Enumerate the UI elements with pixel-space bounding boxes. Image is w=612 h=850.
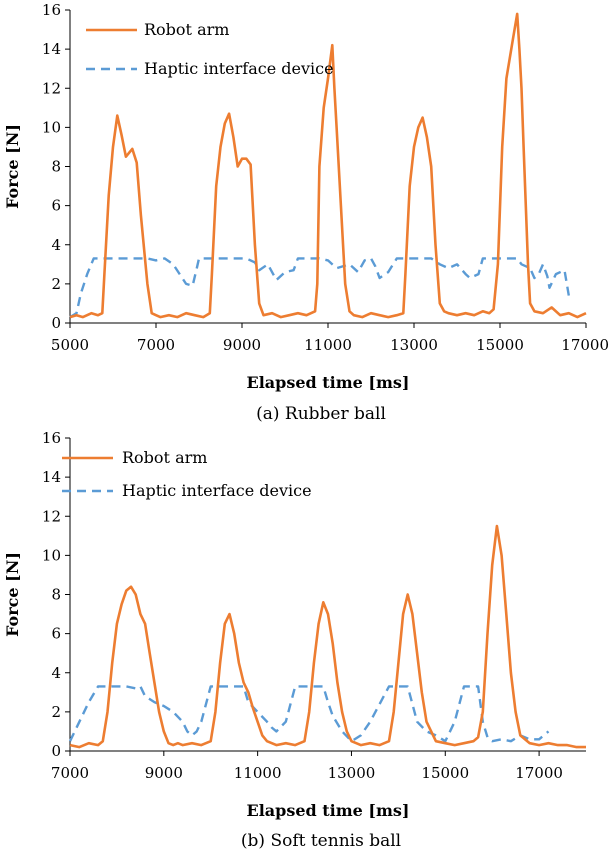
series-line-robot-arm	[69, 524, 586, 749]
chart-panel-2: 0 2 4 6 8 10 12 14 16 7000 9000 11000 13000 15000 1700…	[3, 429, 586, 850]
legend: Robot arm Haptic interface device	[86, 20, 334, 78]
y-tick-label: 0	[51, 314, 61, 332]
y-tick-label: 16	[42, 1, 61, 19]
y-axis-label: Force [N]	[3, 552, 22, 637]
x-tick-label: 11000	[234, 764, 282, 782]
x-tick-label: 17000	[515, 764, 563, 782]
y-axis-label: Force [N]	[3, 124, 22, 209]
x-tick-label: 15000	[421, 764, 469, 782]
series-line-haptic-interface-device	[69, 257, 570, 319]
x-tick-label: 9000	[223, 336, 261, 354]
y-tick-label: 8	[51, 586, 61, 604]
x-tick-label: 5000	[51, 336, 89, 354]
x-tick-label: 15000	[476, 336, 524, 354]
y-tick-label: 16	[42, 429, 61, 447]
x-tick-label: 13000	[390, 336, 438, 354]
y-tick-label: 10	[42, 118, 61, 136]
x-tick-label: 17000	[561, 336, 609, 354]
chart-caption: (a) Rubber ball	[256, 404, 386, 424]
x-tick-label: 7000	[51, 764, 89, 782]
x-tick-label: 13000	[328, 764, 376, 782]
legend-label: Haptic interface device	[122, 481, 312, 500]
x-axis-label: Elapsed time [ms]	[247, 801, 410, 820]
y-tick-label: 4	[51, 664, 61, 682]
x-tick-label: 9000	[145, 764, 183, 782]
legend-label: Haptic interface device	[144, 59, 334, 78]
y-tick-label: 2	[51, 703, 61, 721]
y-tick-label: 14	[42, 468, 61, 486]
series-line-robot-arm	[69, 12, 587, 319]
y-tick-label: 0	[51, 742, 61, 760]
y-tick-label: 8	[51, 158, 61, 176]
y-tick-label: 2	[51, 275, 61, 293]
series-line-haptic-interface-device	[68, 685, 550, 743]
y-tick-label: 6	[51, 197, 61, 215]
legend-label: Robot arm	[122, 448, 207, 467]
y-tick-label: 10	[42, 546, 61, 564]
y-tick-label: 6	[51, 625, 61, 643]
chart-panel-1: 0 2 4 6 8 10 12 14 16 5000 7000 9000 11000 13000 15000…	[3, 1, 609, 424]
y-tick-label: 4	[51, 236, 61, 254]
x-axis-label: Elapsed time [ms]	[247, 373, 410, 392]
legend: Robot arm Haptic interface device	[62, 448, 312, 500]
legend-label: Robot arm	[144, 20, 229, 39]
y-tick-label: 12	[42, 507, 61, 525]
x-tick-label: 7000	[137, 336, 175, 354]
y-tick-label: 14	[42, 40, 61, 58]
x-tick-label: 11000	[304, 336, 352, 354]
y-tick-label: 12	[42, 79, 61, 97]
chart-caption: (b) Soft tennis ball	[241, 831, 401, 850]
